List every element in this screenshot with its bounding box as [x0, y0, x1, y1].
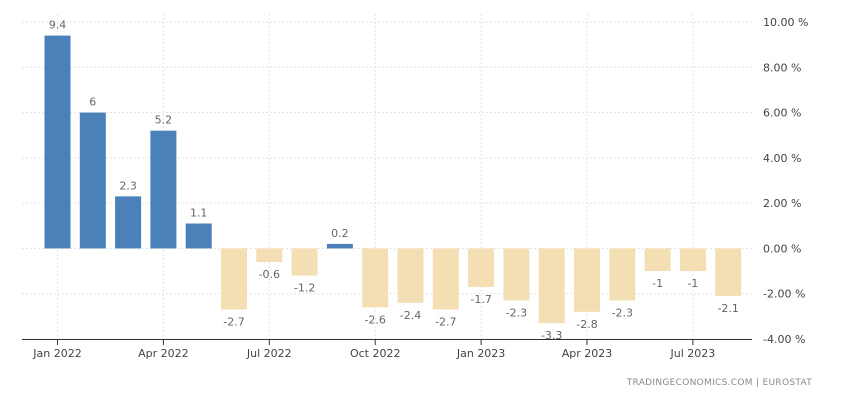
data-label: 6: [89, 96, 96, 109]
bar[interactable]: [574, 248, 600, 312]
bar[interactable]: [397, 248, 424, 303]
y-tick-label: -4.00 %: [763, 333, 805, 346]
y-tick-label: 10.00 %: [763, 16, 808, 29]
bar[interactable]: [221, 248, 247, 310]
data-label: 5.2: [155, 114, 173, 127]
data-label: -2.1: [717, 302, 738, 315]
bar[interactable]: [362, 248, 389, 308]
bar[interactable]: [503, 248, 530, 301]
data-label: 9.4: [49, 19, 67, 32]
x-tick-label: Jan 2023: [456, 347, 505, 360]
data-label: -2.7: [223, 316, 244, 329]
y-tick-label: 0.00 %: [763, 242, 801, 255]
bar[interactable]: [326, 243, 353, 249]
bar[interactable]: [44, 35, 71, 249]
y-tick-label: -2.00 %: [763, 288, 805, 301]
x-tick-label: Oct 2022: [350, 347, 401, 360]
data-label: -3.3: [541, 329, 562, 342]
y-tick-label: 8.00 %: [763, 61, 801, 74]
data-label: -1.2: [294, 282, 315, 295]
data-label: 2.3: [119, 179, 137, 192]
data-label: -2.3: [506, 307, 527, 320]
data-label: -1: [652, 277, 663, 290]
x-tick-label: Jul 2022: [246, 347, 292, 360]
bar[interactable]: [291, 248, 318, 276]
data-label: 0.2: [331, 227, 349, 240]
x-tick-label: Apr 2022: [138, 347, 189, 360]
data-label: 1.1: [190, 207, 208, 220]
bar[interactable]: [715, 248, 742, 296]
data-label: -2.8: [576, 318, 597, 331]
source-site[interactable]: TRADINGECONOMICS.COM: [626, 378, 753, 388]
y-tick-label: 2.00 %: [763, 197, 801, 210]
bar[interactable]: [468, 248, 495, 287]
bar[interactable]: [538, 248, 565, 324]
bar[interactable]: [644, 248, 671, 272]
bar[interactable]: [432, 248, 459, 310]
bar[interactable]: [256, 248, 283, 263]
data-label: -2.6: [364, 313, 385, 326]
y-tick-label: 4.00 %: [763, 152, 801, 165]
data-label: -2.4: [400, 309, 421, 322]
data-label: -2.3: [612, 307, 633, 320]
bar[interactable]: [115, 196, 142, 249]
x-tick-label: Jul 2023: [670, 347, 716, 360]
x-tick-label: Jan 2022: [32, 347, 81, 360]
bar[interactable]: [150, 130, 177, 249]
source-provider: EUROSTAT: [762, 378, 812, 388]
bar[interactable]: [609, 248, 636, 301]
data-label: -1.7: [470, 293, 491, 306]
data-label: -0.6: [259, 268, 280, 281]
data-label: -2.7: [435, 316, 456, 329]
data-label: -1: [687, 277, 698, 290]
y-tick-label: 6.00 %: [763, 107, 801, 120]
bar[interactable]: [79, 112, 106, 249]
source-credit: TRADINGECONOMICS.COM | EUROSTAT: [627, 378, 812, 388]
bar[interactable]: [185, 223, 212, 249]
source-separator: |: [756, 378, 760, 388]
bar[interactable]: [679, 248, 706, 272]
x-tick-label: Apr 2023: [562, 347, 613, 360]
